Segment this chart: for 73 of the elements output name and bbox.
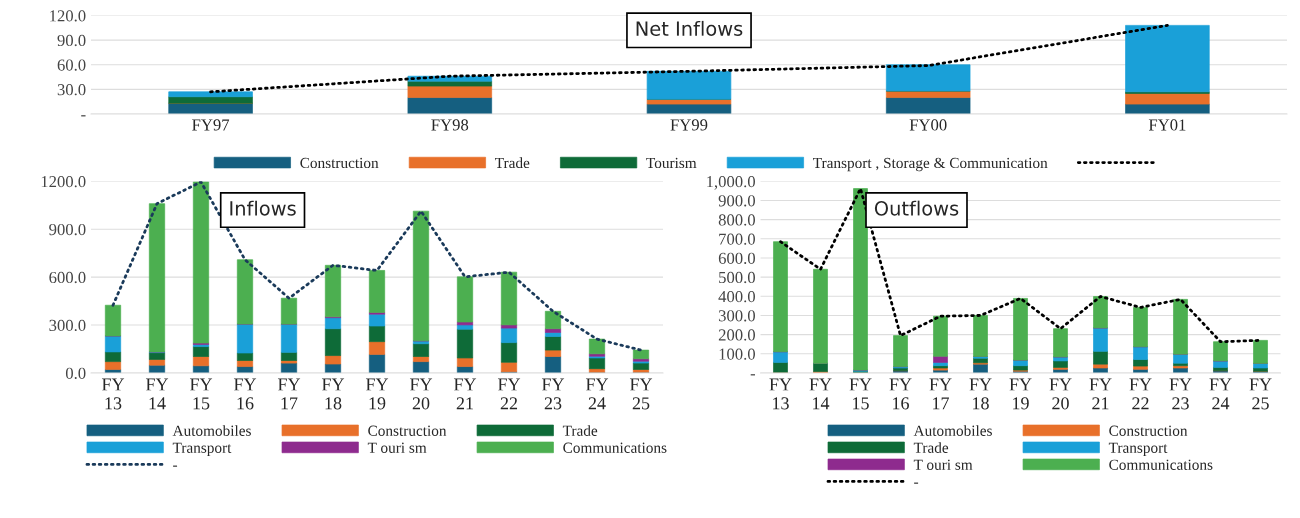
y-tick-label: 900.0 xyxy=(718,195,755,207)
legend-label: Communications xyxy=(563,442,667,453)
y-tick-label: 600.0 xyxy=(49,271,86,284)
legend-label: - xyxy=(914,482,919,484)
legend-label: Trade xyxy=(562,425,598,436)
y-tick-label: 300.0 xyxy=(718,310,755,322)
legend-label: Trade xyxy=(913,442,949,453)
y-tick-label: - xyxy=(81,115,86,117)
x-tick-label: FY 14 xyxy=(809,378,832,410)
y-tick-label: - xyxy=(750,374,756,376)
legend-label: Construction xyxy=(1109,425,1188,436)
y-tick-label: 200.0 xyxy=(718,329,755,341)
legend-label: Automobiles xyxy=(913,425,992,436)
legend-label: Trade xyxy=(495,157,530,169)
x-tick-label: FY 14 xyxy=(145,378,169,410)
x-tick-label: FY99 xyxy=(670,119,708,131)
x-tick-label: FY 20 xyxy=(1049,378,1072,410)
y-tick-label: 800.0 xyxy=(718,214,755,226)
x-tick-label: FY 19 xyxy=(365,378,389,410)
y-tick-label: 700.0 xyxy=(719,233,755,245)
x-tick-label: FY 15 xyxy=(849,378,872,410)
x-tick-label: FY 24 xyxy=(585,378,609,410)
legend-label: T ouri sm xyxy=(913,459,973,470)
y-tick-label: 120.0 xyxy=(50,10,86,22)
legend-label: Construction xyxy=(300,157,379,169)
x-tick-label: FY 17 xyxy=(277,378,301,410)
x-tick-label: FY 18 xyxy=(321,378,345,410)
legend-label: T ouri sm xyxy=(367,442,427,453)
text: Outflows xyxy=(874,200,959,216)
legend-label: Construction xyxy=(368,425,447,436)
chart-title: Net Inflows xyxy=(636,20,743,36)
x-tick-label: FY 22 xyxy=(497,378,521,410)
y-tick-label: 1200.0 xyxy=(41,176,86,188)
x-tick-label: FY97 xyxy=(192,119,230,131)
x-tick-label: FY 13 xyxy=(101,378,125,410)
x-tick-label: FY01 xyxy=(1148,119,1186,131)
x-tick-label: FY 19 xyxy=(1009,378,1032,410)
y-tick-label: 900.0 xyxy=(49,223,86,236)
legend-label: Transport xyxy=(172,442,232,456)
y-tick-label: 600.0 xyxy=(718,252,755,264)
x-tick-label: FY 23 xyxy=(1169,378,1192,410)
legend-label: Tourism xyxy=(646,157,697,169)
y-tick-label: 300.0 xyxy=(49,319,86,332)
x-tick-label: FY 17 xyxy=(929,378,952,410)
x-tick-label: FY 15 xyxy=(189,378,213,410)
x-tick-label: FY 22 xyxy=(1129,378,1152,410)
x-tick-label: FY 18 xyxy=(969,378,992,410)
x-tick-label: FY98 xyxy=(431,119,469,131)
y-tick-label: 60.0 xyxy=(57,59,86,71)
legend-label: Communications xyxy=(1109,459,1213,470)
y-tick-label: 1,000.0 xyxy=(707,176,755,190)
x-tick-label: FY 23 xyxy=(541,378,565,410)
x-tick-label: FY 20 xyxy=(409,378,433,410)
legend-label: Transport , Storage & Communication xyxy=(813,157,1048,172)
y-tick-label: 400.0 xyxy=(718,291,755,303)
y-tick-label: 90.0 xyxy=(57,34,86,47)
y-tick-label: 500.0 xyxy=(719,271,755,284)
text: Inflows xyxy=(230,200,296,216)
x-tick-label: FY 25 xyxy=(1249,378,1272,410)
y-tick-label: 100.0 xyxy=(719,348,755,360)
x-tick-label: FY 16 xyxy=(233,378,257,410)
x-tick-label: FY 25 xyxy=(629,378,653,410)
x-tick-label: FY00 xyxy=(909,119,947,131)
y-tick-label: 0.0 xyxy=(65,367,86,379)
legend-label: Automobiles xyxy=(172,425,251,436)
x-tick-label: FY 21 xyxy=(1089,378,1112,410)
y-tick-label: 30.0 xyxy=(57,84,86,96)
x-tick-label: FY 16 xyxy=(889,378,912,410)
x-tick-label: FY 13 xyxy=(769,378,792,410)
x-tick-label: FY 24 xyxy=(1209,378,1232,410)
legend-label: Transport xyxy=(1108,442,1168,456)
legend-label: - xyxy=(173,465,178,467)
x-tick-label: FY 21 xyxy=(453,378,477,410)
